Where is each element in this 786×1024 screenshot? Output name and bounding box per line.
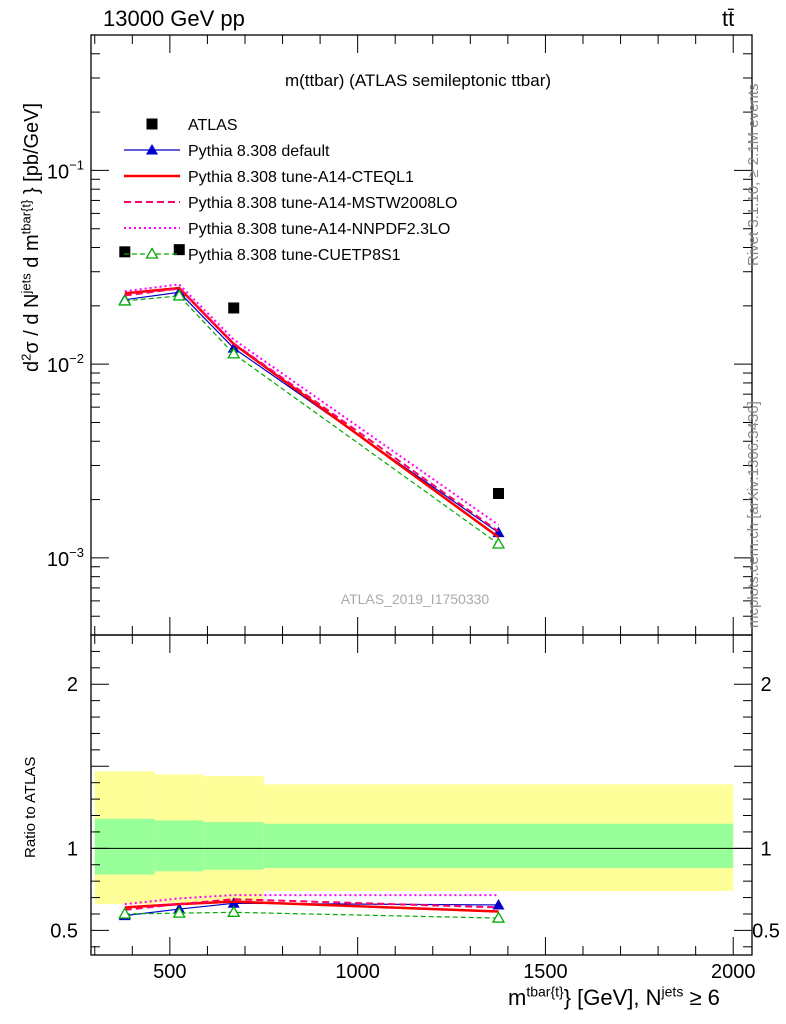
ratio-y-tick-label-right-1: 1 — [760, 838, 771, 860]
legend-label-cuetp: Pythia 8.308 tune-CUETP8S1 — [188, 247, 401, 264]
main-y-tick-label-2: 10−3 — [47, 545, 84, 571]
ratio-series-group — [118, 894, 506, 923]
ratio-frame — [90, 634, 753, 956]
ratio-y-tick-label-right-0: 0.5 — [752, 920, 780, 942]
legend-label-nnpdf: Pythia 8.308 tune-A14-NNPDF2.3LO — [188, 221, 450, 238]
x-tick-label-1: 1000 — [335, 961, 380, 983]
band-inner-2 — [203, 822, 264, 870]
legend-label-cteql1: Pythia 8.308 tune-A14-CTEQL1 — [188, 169, 414, 186]
main-point-atlas-3 — [492, 487, 504, 499]
main-line-nnpdf — [124, 283, 500, 526]
main-line-cuetp — [124, 295, 499, 545]
x-axis-title: mtbar{t}} [GeV], Njets ≥ 6 — [508, 984, 720, 1011]
main-series-group — [118, 244, 506, 549]
band-inner-3 — [263, 823, 734, 869]
main-y-tick-label-0: 10−1 — [47, 157, 84, 183]
main-point-atlas-2 — [228, 302, 240, 314]
legend-marker-default — [146, 144, 158, 155]
ratio-y-tick-label-left-0: 0.5 — [50, 920, 78, 942]
header-right: tt̄ — [722, 6, 735, 31]
legend-label-default: Pythia 8.308 default — [188, 143, 330, 160]
rivet-version-text: Rivet 3.1.10, ≥ 2.1M events — [745, 83, 762, 267]
x-tick-label-2: 1500 — [523, 961, 568, 983]
band-inner-0 — [94, 818, 155, 875]
band-inner-1 — [154, 820, 204, 872]
ratio-y-tick-label-left-2: 2 — [67, 674, 78, 696]
ratio-line-default — [124, 902, 499, 917]
main-point-atlas-1 — [173, 244, 185, 256]
watermark: ATLAS_2019_I1750330 — [341, 591, 490, 607]
ratio-point-default-3 — [492, 898, 505, 910]
ratio-point-cuetp-3 — [491, 911, 506, 923]
ratio-line-cteql1 — [124, 900, 499, 913]
legend-marker-atlas — [146, 118, 158, 130]
mcplots-url-text: mcplots.cern.ch [arXiv:1306.3436] — [745, 401, 762, 628]
legend-marker-cuetp — [145, 247, 159, 259]
ratio-bands — [94, 771, 734, 905]
ratio-y-tick-label-right-2: 2 — [760, 674, 771, 696]
legend-label-mstw: Pythia 8.308 tune-A14-MSTW2008LO — [188, 195, 457, 212]
ratio-y-axis-title: Ratio to ATLAS — [22, 756, 39, 858]
legend: ATLAS Pythia 8.308 default Pythia 8.308 tu… — [124, 117, 457, 264]
ratio-line-mstw — [124, 898, 499, 911]
main-point-cuetp-1 — [172, 289, 186, 301]
main-point-atlas-0 — [119, 246, 131, 258]
ratio-line-cuetp — [124, 911, 499, 919]
ratio-y-tick-label-left-1: 1 — [67, 838, 78, 860]
main-line-cteql1 — [124, 286, 500, 539]
main-point-cuetp-3 — [491, 537, 506, 549]
axes — [90, 34, 753, 956]
main-line-mstw — [124, 287, 500, 533]
x-tick-label-0: 500 — [153, 961, 186, 983]
tick-labels: 10−1 10−2 10−3 0.5 0.5 1 1 2 2 500 1000 1500 2000 — [47, 157, 780, 983]
header-left: 13000 GeV pp — [103, 6, 245, 31]
ratio-point-cuetp-0 — [118, 907, 132, 919]
chart-title: m(ttbar) (ATLAS semileptonic ttbar) — [285, 71, 551, 90]
main-y-axis-title: d2σ / d Njets d mtbar{t} } [pb/GeV] — [18, 102, 43, 372]
main-point-cuetp-2 — [227, 347, 241, 359]
ratio-point-cuetp-1 — [172, 906, 186, 918]
legend-label-atlas: ATLAS — [188, 117, 238, 134]
x-tick-label-3: 2000 — [711, 961, 756, 983]
main-y-tick-label-1: 10−2 — [47, 351, 84, 377]
ratio-line-nnpdf — [124, 894, 499, 906]
main-point-cuetp-0 — [118, 294, 132, 306]
ratio-point-cuetp-2 — [227, 905, 241, 917]
